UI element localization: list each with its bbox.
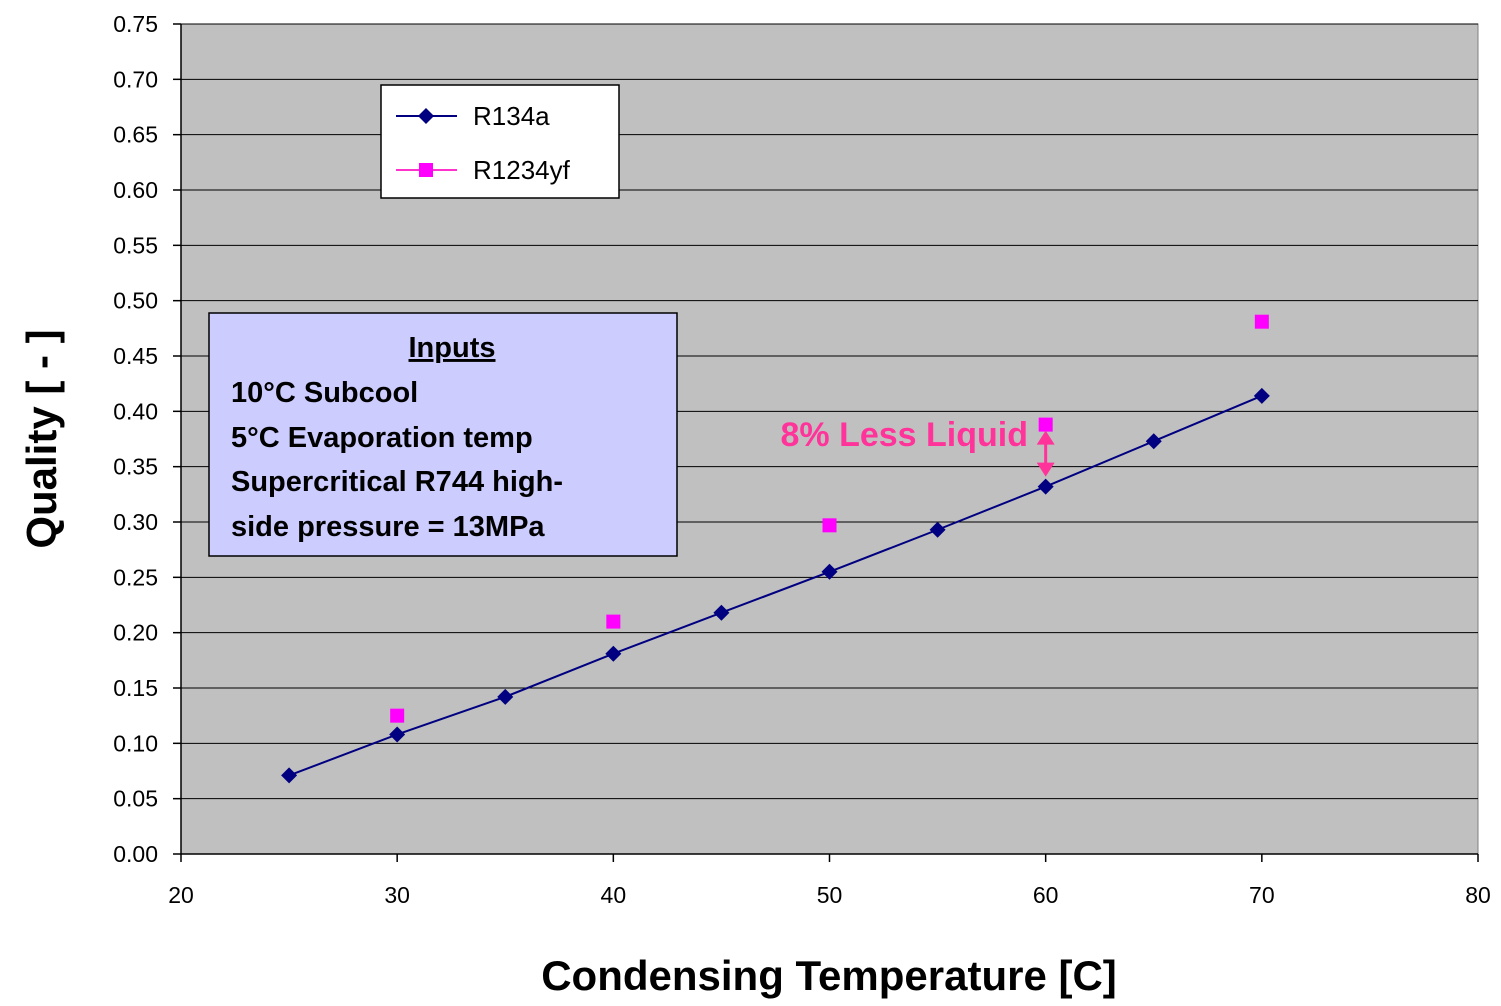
y-tick-label: 0.65 — [113, 122, 158, 148]
annotation-text: 8% Less Liquid — [781, 416, 1029, 454]
data-point-r134a — [1037, 478, 1054, 495]
annotation-double-arrow — [1036, 430, 1055, 477]
series-r134a — [281, 387, 1270, 784]
data-point-r134a — [1253, 387, 1270, 404]
y-tick-label: 0.35 — [113, 454, 158, 480]
x-tick-label: 50 — [817, 882, 843, 908]
data-point-r1234yf — [1038, 417, 1053, 432]
data-point-r134a — [281, 767, 298, 784]
legend-entry-r134a: R134a — [396, 101, 550, 131]
data-point-r134a — [605, 645, 622, 662]
inputs-box-background — [208, 312, 678, 557]
x-tick-label: 70 — [1249, 882, 1275, 908]
inputs-line-2: 5°C Evaporation temp — [231, 422, 533, 454]
y-tick-label: 0.70 — [113, 66, 158, 92]
data-point-r1234yf — [606, 614, 621, 629]
y-axis-title: Quality [ - ] — [18, 329, 65, 548]
series-layer — [281, 314, 1270, 784]
x-tick-label: 60 — [1033, 882, 1059, 908]
y-tick-label: 0.75 — [113, 11, 158, 37]
annotation-arrow-head-up — [1036, 430, 1055, 445]
y-tick-label: 0.15 — [113, 675, 158, 701]
x-tick-label: 20 — [168, 882, 194, 908]
inputs-box: Inputs 10°C Subcool 5°C Evaporation temp… — [208, 312, 678, 557]
y-ticks: 0.00 0.05 0.10 0.15 0.20 0.25 0.30 0.35 0.40 0.45… — [113, 11, 181, 867]
data-point-r134a — [497, 688, 514, 705]
inputs-box-title: Inputs — [409, 332, 496, 364]
annotation: 8% Less Liquid — [781, 416, 1055, 477]
legend-marker-r1234yf — [419, 163, 433, 177]
inputs-line-3: Supercritical R744 high- — [231, 466, 563, 498]
data-point-r1234yf — [390, 708, 405, 723]
x-ticks: 20 30 40 50 60 70 80 — [168, 854, 1491, 908]
legend-entry-r1234yf: R1234yf — [396, 155, 571, 185]
y-tick-label: 0.30 — [113, 509, 158, 535]
y-tick-label: 0.25 — [113, 564, 158, 590]
y-tick-label: 0.00 — [113, 841, 158, 867]
legend-marker-r134a — [418, 108, 434, 124]
x-tick-label: 80 — [1465, 882, 1491, 908]
legend: R134a R1234yf — [380, 84, 620, 199]
y-tick-label: 0.55 — [113, 232, 158, 258]
data-point-r134a — [821, 563, 838, 580]
data-point-r1234yf — [1254, 314, 1269, 329]
annotation-arrow-head-down — [1036, 462, 1055, 477]
inputs-line-4: side pressure = 13MPa — [231, 511, 545, 543]
series-line-r134a — [288, 394, 1263, 777]
y-tick-label: 0.40 — [113, 398, 158, 424]
y-tick-label: 0.45 — [113, 343, 158, 369]
y-tick-label: 0.20 — [113, 620, 158, 646]
legend-box — [380, 84, 620, 199]
legend-label-r134a: R134a — [473, 101, 550, 131]
data-point-r134a — [389, 726, 406, 743]
y-tick-label: 0.10 — [113, 730, 158, 756]
y-tick-label: 0.60 — [113, 177, 158, 203]
series-r1234yf — [390, 314, 1269, 723]
inputs-line-1: 10°C Subcool — [231, 377, 418, 409]
data-point-r134a — [1145, 433, 1162, 450]
legend-label-r1234yf: R1234yf — [473, 155, 571, 185]
y-tick-label: 0.05 — [113, 786, 158, 812]
x-tick-label: 40 — [601, 882, 627, 908]
data-point-r134a — [713, 604, 730, 621]
y-tick-label: 0.50 — [113, 288, 158, 314]
x-tick-label: 30 — [384, 882, 410, 908]
data-point-r134a — [929, 521, 946, 538]
data-point-r1234yf — [822, 518, 837, 533]
x-axis-title: Condensing Temperature [C] — [541, 952, 1117, 999]
